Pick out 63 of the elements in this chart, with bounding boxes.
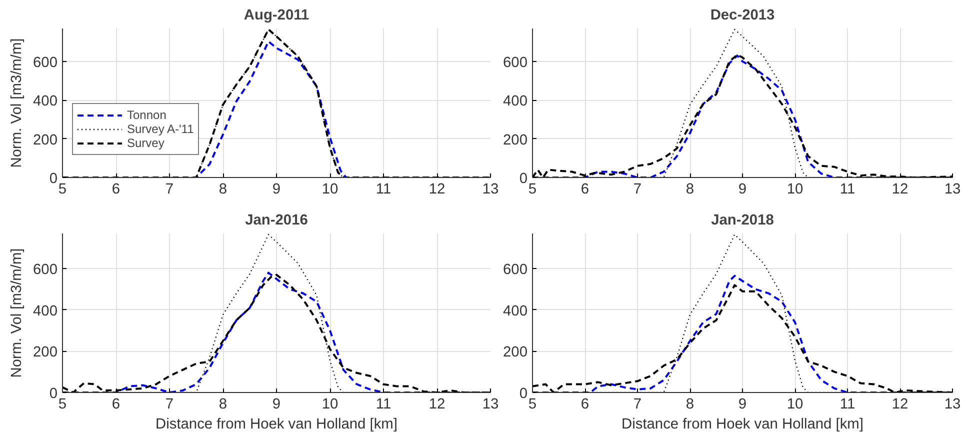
x-tick-label: 12 <box>428 396 446 412</box>
y-tick-label: 400 <box>33 94 58 110</box>
y-tick-label: 200 <box>33 344 58 361</box>
y-tick-label: 600 <box>33 54 58 71</box>
x-tick-label: 12 <box>428 182 446 198</box>
x-tick-label: 6 <box>112 182 120 198</box>
chart-title: Aug-2011 <box>244 8 310 24</box>
x-tick-label: 5 <box>528 396 537 412</box>
y-tick-label: 600 <box>33 262 58 278</box>
x-tick-label: 10 <box>322 396 338 412</box>
x-tick-label: 13 <box>482 396 499 412</box>
x-tick-label: 9 <box>738 182 747 198</box>
chart-title: Dec-2013 <box>710 8 775 24</box>
x-tick-label: 6 <box>580 396 590 412</box>
x-tick-label: 7 <box>165 182 174 198</box>
y-tick-label: 0 <box>49 171 58 187</box>
y-tick-label: 600 <box>503 262 528 278</box>
x-tick-label: 7 <box>633 182 642 198</box>
x-tick-label: 11 <box>840 396 856 412</box>
y-tick-label: 200 <box>503 344 528 361</box>
x-tick-label: 11 <box>376 396 392 412</box>
x-axis-title: Distance from Hoek van Holland [km] <box>622 416 864 432</box>
chart-title: Jan-2018 <box>711 212 774 228</box>
y-tick-label: 600 <box>503 54 528 71</box>
x-tick-label: 13 <box>944 182 961 198</box>
x-tick-label: 11 <box>376 182 392 198</box>
x-tick-label: 8 <box>686 182 694 198</box>
x-tick-label: 13 <box>482 182 499 198</box>
x-tick-label: 8 <box>218 396 228 412</box>
x-tick-label: 8 <box>218 182 228 198</box>
y-tick-label: 0 <box>49 386 58 402</box>
y-tick-label: 400 <box>503 303 528 320</box>
legend-label: Tonnon <box>127 108 166 122</box>
y-axis-title: Norm. Vol [m3/m/m] <box>9 248 26 378</box>
x-tick-label: 11 <box>840 182 856 198</box>
x-tick-label: 7 <box>165 396 174 412</box>
y-tick-label: 400 <box>33 303 58 320</box>
y-tick-label: 400 <box>503 94 528 110</box>
x-tick-label: 9 <box>272 182 281 198</box>
x-tick-label: 7 <box>633 396 642 412</box>
x-tick-label: 8 <box>686 396 694 412</box>
x-axis-title: Distance from Hoek van Holland [km] <box>156 416 398 432</box>
x-tick-label: 6 <box>580 182 590 198</box>
x-tick-label: 10 <box>786 182 804 198</box>
x-tick-label: 12 <box>892 396 908 412</box>
x-tick-label: 5 <box>58 396 67 412</box>
x-tick-label: 9 <box>272 396 281 412</box>
y-tick-label: 0 <box>519 171 528 187</box>
y-axis-title: Norm. Vol [m3/m/m] <box>9 38 26 168</box>
x-tick-label: 5 <box>528 182 537 198</box>
x-tick-label: 5 <box>58 182 67 198</box>
x-tick-label: 12 <box>892 182 908 198</box>
x-tick-label: 10 <box>786 396 804 412</box>
x-tick-label: 9 <box>738 396 747 412</box>
y-tick-label: 0 <box>519 386 528 402</box>
chart-title: Jan-2016 <box>245 212 308 228</box>
y-tick-label: 200 <box>33 132 58 148</box>
x-tick-label: 13 <box>944 396 961 412</box>
x-tick-label: 6 <box>112 396 120 412</box>
legend-label: Survey <box>127 136 164 150</box>
y-tick-label: 200 <box>503 132 528 148</box>
x-tick-label: 10 <box>322 182 338 198</box>
legend-label: Survey A-'11 <box>127 122 194 136</box>
